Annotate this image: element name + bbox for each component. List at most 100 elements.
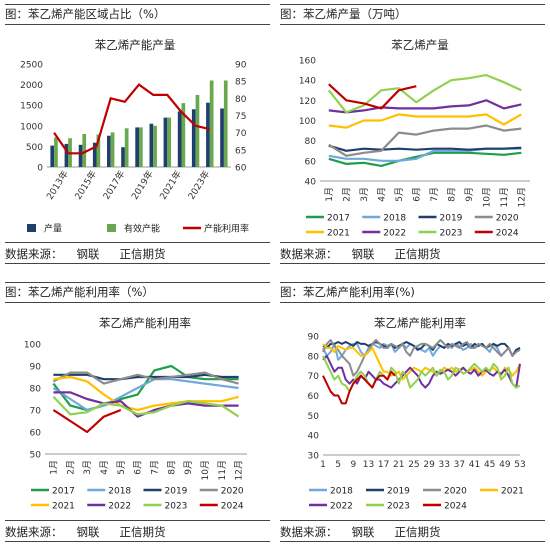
panel-top-rule [5, 4, 270, 5]
series-line [322, 370, 396, 405]
series-line [52, 371, 239, 385]
y-tick-label: 100 [299, 117, 316, 127]
y-tick-label: 2000 [20, 81, 43, 91]
legend-label: 2020 [444, 487, 467, 497]
x-tick-label: 2021年 [157, 168, 184, 201]
legend-label: 2023 [165, 502, 188, 512]
legend-label: 2018 [108, 487, 131, 497]
y-tick-label: 0 [37, 164, 43, 174]
legend-label: 2024 [444, 502, 467, 512]
legend-swatch [107, 224, 116, 232]
source-note: 数据来源： 钢联 正信期货 [280, 524, 545, 540]
legend-label: 2019 [165, 487, 188, 497]
legend-label: 有效产能 [124, 223, 160, 235]
legend-label: 2023 [387, 502, 410, 512]
header-rule [5, 24, 270, 25]
source-org: 正信期货 [394, 525, 441, 539]
y-tick-label: 500 [26, 143, 43, 153]
x-tick-label: 49 [499, 460, 511, 470]
y2-tick-label: 80 [235, 95, 247, 105]
x-tick-label: 8月 [166, 460, 177, 475]
y-tick-label: 80 [305, 137, 317, 147]
x-tick-label: 3月 [82, 460, 93, 475]
y-tick-label: 140 [299, 77, 316, 87]
y2-tick-label: 90 [235, 61, 247, 71]
bar [209, 80, 214, 167]
bar [167, 117, 171, 167]
y-tick-label: 90 [308, 333, 320, 343]
line-chart: 苯乙烯产能利用率 30 40 50 60 70 80 90 1 5 9 13 17 21 25 29 33 37 4… [308, 316, 526, 512]
x-tick-label: 45 [484, 460, 495, 470]
y-tick-label: 70 [30, 407, 42, 417]
legend-label: 2017 [327, 214, 350, 224]
source-label: 数据来源： [5, 247, 63, 261]
chart-panel: 图：苯乙烯产能利用率（%） 苯乙烯产能利用率 50 60 70 80 90 100 1月 2月 3… [5, 282, 270, 544]
x-tick-label: 2017年 [100, 168, 127, 201]
source-org: 钢联 [76, 247, 100, 261]
x-tick-label: 2015年 [72, 168, 99, 201]
x-tick-label: 21 [393, 460, 404, 470]
x-tick-label: 29 [423, 460, 435, 470]
bar [181, 103, 186, 167]
x-tick-label: 5月 [116, 460, 127, 475]
x-tick-label: 1 [320, 460, 326, 470]
series-line [52, 378, 239, 412]
bar [139, 127, 143, 167]
panel-top-rule [280, 4, 545, 5]
bar [124, 128, 129, 167]
legend-label: 2022 [108, 502, 131, 512]
y-tick-label: 2500 [20, 61, 43, 71]
x-tick-label: 1月 [324, 187, 335, 202]
y2-tick-label: 75 [235, 112, 246, 122]
x-tick-label: 25 [408, 460, 419, 470]
y-tick-label: 160 [299, 57, 316, 67]
footer-rule [280, 520, 545, 521]
x-tick-label: 12月 [516, 187, 527, 207]
panel-top-rule [280, 282, 545, 283]
footer-rule [280, 242, 545, 243]
header-rule [280, 24, 545, 25]
x-tick-label: 37 [454, 460, 465, 470]
x-tick-label: 10月 [481, 187, 492, 207]
legend-label: 2021 [327, 229, 350, 239]
panel-bottom-rule [5, 541, 270, 542]
y2-tick-label: 60 [235, 164, 247, 174]
bar [54, 137, 58, 167]
chart-panel: 图：苯乙烯产量（万吨） 苯乙烯产量 40 60 80 100 120 140 160 1月 2月 3… [280, 4, 545, 266]
source-org: 钢联 [351, 247, 375, 261]
source-org: 正信期货 [119, 247, 166, 261]
y-tick-label: 60 [305, 157, 317, 167]
x-tick-label: 9月 [464, 187, 475, 202]
line-chart: 苯乙烯产量 40 60 80 100 120 140 160 1月 2月 3月 4月 5月 6月 7月 8月 9… [299, 38, 530, 239]
y2-tick-label: 85 [235, 78, 246, 88]
legend-label: 2021 [52, 502, 75, 512]
chart-panel: 图：苯乙烯产能利用率(%) 苯乙烯产能利用率 30 40 50 60 70 80 90 1 5 9 1… [280, 282, 545, 544]
chart-header: 图：苯乙烯产能区域占比（%） [5, 7, 166, 21]
x-tick-label: 9 [350, 460, 356, 470]
source-org: 正信期货 [119, 525, 166, 539]
y-tick-label: 120 [299, 97, 316, 107]
bar [50, 145, 55, 167]
y2-tick-label: 65 [235, 146, 246, 156]
legend-label: 2024 [221, 502, 244, 512]
bar [110, 132, 115, 167]
y-tick-label: 1500 [20, 102, 43, 112]
footer-rule [5, 520, 270, 521]
x-tick-label: 11月 [499, 187, 510, 207]
panel-bottom-rule [5, 263, 270, 264]
source-org: 钢联 [76, 525, 100, 539]
legend-label: 2022 [383, 229, 406, 239]
x-tick-label: 7月 [429, 187, 440, 202]
x-tick-label: 6月 [411, 187, 422, 202]
chart-panel: 图：苯乙烯产能区域占比（%） 苯乙烯产能产量 0 500 1000 1500 2000 25… [5, 4, 270, 266]
bar [195, 94, 200, 167]
bar [191, 109, 196, 167]
chart-title: 苯乙烯产量 [391, 38, 449, 52]
bar [121, 147, 125, 167]
legend-label: 产能利用率 [204, 223, 249, 235]
bar [153, 125, 157, 167]
source-note: 数据来源： 钢联 正信期货 [280, 246, 545, 262]
x-tick-label: 3月 [359, 187, 370, 202]
y-tick-label: 60 [30, 429, 42, 439]
source-org: 正信期货 [394, 247, 441, 261]
